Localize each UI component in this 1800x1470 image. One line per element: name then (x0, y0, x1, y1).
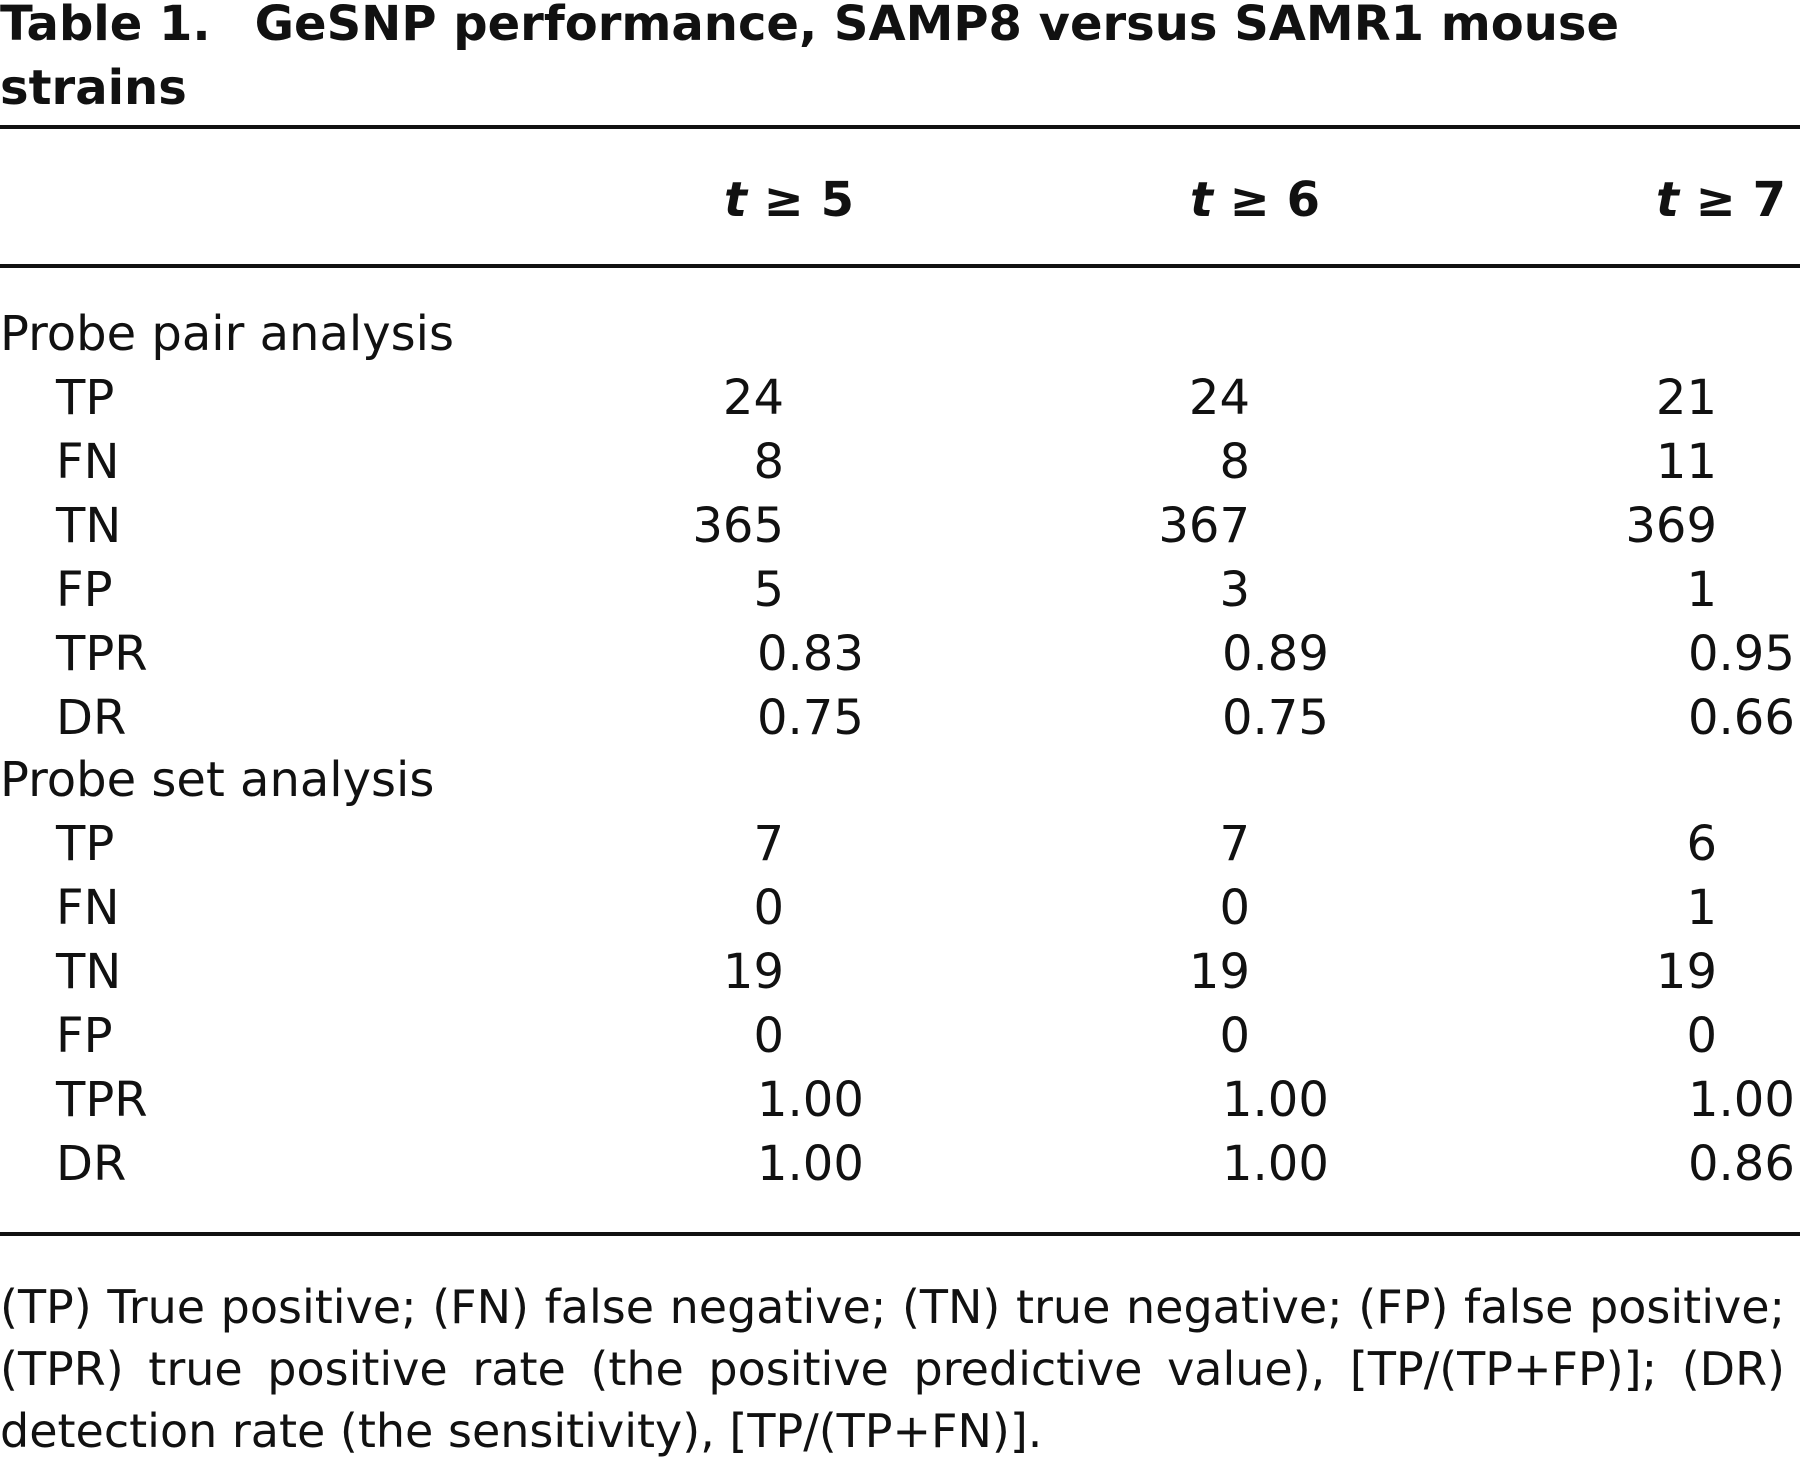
section-heading-probe-set: Probe set analysis (0, 748, 1800, 812)
column-header-variable: t (1656, 172, 1679, 228)
table-row: FN 8 8 11 (0, 430, 1800, 494)
row-label: DR (56, 690, 127, 746)
cell-value: 1.00 (757, 1136, 864, 1192)
cell-value: 21 (1655, 370, 1717, 426)
cell-value: 3 (1219, 562, 1250, 618)
cell-value: 0.75 (757, 690, 864, 746)
row-label: TP (56, 816, 115, 872)
column-header-t7: t ≥ 7 (1656, 168, 1786, 232)
column-header-operator: ≥ (1212, 172, 1287, 228)
row-label: TP (56, 370, 115, 426)
table-title: GeSNP performance, SAMP8 versus SAMR1 mo… (0, 0, 1620, 116)
row-label: FN (56, 434, 120, 490)
column-header-variable: t (724, 172, 747, 228)
table-row: TP 7 7 6 (0, 812, 1800, 876)
column-header-threshold: 5 (820, 172, 854, 228)
cell-value: 0 (753, 880, 784, 936)
cell-value: 367 (1158, 498, 1250, 554)
row-label: FP (56, 562, 113, 618)
column-header-t5: t ≥ 5 (724, 168, 854, 232)
cell-value: 0 (1219, 880, 1250, 936)
row-label: TN (56, 498, 122, 554)
cell-value: 8 (753, 434, 784, 490)
cell-value: 369 (1625, 498, 1717, 554)
cell-value: 1.00 (757, 1072, 864, 1128)
cell-value: 0 (753, 1008, 784, 1064)
cell-value: 8 (1219, 434, 1250, 490)
section-title: Probe pair analysis (0, 306, 454, 362)
cell-value: 19 (1188, 944, 1250, 1000)
cell-value: 6 (1686, 816, 1717, 872)
cell-value: 19 (722, 944, 784, 1000)
column-header-threshold: 7 (1752, 172, 1786, 228)
table-row: FP 5 3 1 (0, 558, 1800, 622)
section-heading-probe-pair: Probe pair analysis (0, 302, 1800, 366)
cell-value: 0 (1686, 1008, 1717, 1064)
row-label: TPR (56, 626, 148, 682)
table-row: TP 24 24 21 (0, 366, 1800, 430)
column-header-t6: t ≥ 6 (1190, 168, 1320, 232)
cell-value: 0.86 (1688, 1136, 1795, 1192)
table-row: TN 19 19 19 (0, 940, 1800, 1004)
column-header-variable: t (1190, 172, 1213, 228)
cell-value: 1 (1686, 880, 1717, 936)
cell-value: 7 (753, 816, 784, 872)
table-row: TN 365 367 369 (0, 494, 1800, 558)
cell-value: 0.66 (1688, 690, 1795, 746)
cell-value: 7 (1219, 816, 1250, 872)
table-row: TPR 1.00 1.00 1.00 (0, 1068, 1800, 1132)
table-row: TPR 0.83 0.89 0.95 (0, 622, 1800, 686)
cell-value: 1.00 (1688, 1072, 1795, 1128)
cell-value: 0.89 (1222, 626, 1329, 682)
column-header-operator: ≥ (746, 172, 821, 228)
section-title: Probe set analysis (0, 752, 435, 808)
cell-value: 0.95 (1688, 626, 1795, 682)
row-label: TN (56, 944, 122, 1000)
cell-value: 0 (1219, 1008, 1250, 1064)
cell-value: 1 (1686, 562, 1717, 618)
cell-value: 5 (753, 562, 784, 618)
row-label: TPR (56, 1072, 148, 1128)
row-label: FP (56, 1008, 113, 1064)
cell-value: 1.00 (1222, 1072, 1329, 1128)
table-number: Table 1. (0, 0, 211, 52)
cell-value: 24 (1188, 370, 1250, 426)
column-header-operator: ≥ (1678, 172, 1753, 228)
row-label: FN (56, 880, 120, 936)
header-rule (0, 264, 1800, 268)
row-label: DR (56, 1136, 127, 1192)
table-row: FN 0 0 1 (0, 876, 1800, 940)
cell-value: 11 (1655, 434, 1717, 490)
table-caption: Table 1. GeSNP performance, SAMP8 versus … (0, 0, 1690, 120)
cell-value: 365 (692, 498, 784, 554)
table-row: DR 1.00 1.00 0.86 (0, 1132, 1800, 1196)
column-header-threshold: 6 (1286, 172, 1320, 228)
cell-value: 19 (1655, 944, 1717, 1000)
cell-value: 0.83 (757, 626, 864, 682)
bottom-rule (0, 1232, 1800, 1236)
table-footnote: (TP) True positive; (FN) false negative;… (0, 1280, 1785, 1458)
cell-value: 0.75 (1222, 690, 1329, 746)
table-row: DR 0.75 0.75 0.66 (0, 686, 1800, 750)
top-rule (0, 125, 1800, 129)
table-row: FP 0 0 0 (0, 1004, 1800, 1068)
cell-value: 24 (722, 370, 784, 426)
cell-value: 1.00 (1222, 1136, 1329, 1192)
